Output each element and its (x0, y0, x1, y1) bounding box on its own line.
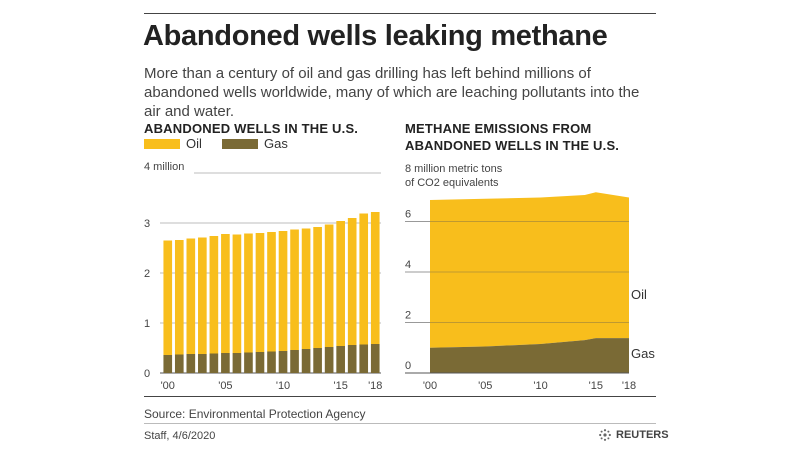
wells-oil-bar (347, 218, 357, 345)
wells-gas-bar (255, 352, 265, 373)
wells-xtick-label: '00 (161, 380, 175, 392)
reuters-wordmark: REUTERS (616, 429, 669, 441)
wells-oil-bar (186, 238, 196, 354)
wells-oil-bar (174, 240, 184, 355)
wells-oil-bar (301, 228, 311, 349)
wells-ytick-label: 2 (144, 268, 150, 280)
methane-oil-area (430, 192, 629, 348)
wells-oil-bar (163, 240, 173, 355)
methane-xtick-label: '15 (589, 380, 603, 392)
wells-oil-bar (336, 221, 345, 346)
wells-gas-bar (198, 354, 207, 373)
wells-gas-bar (301, 349, 311, 373)
methane-xtick-label: '18 (622, 380, 636, 392)
wells-gas-bar (244, 352, 253, 373)
wells-oil-bar (313, 227, 322, 348)
methane-chart-title: METHANE EMISSIONS FROM ABANDONED WELLS I… (405, 121, 620, 153)
wells-oil-bar (267, 232, 276, 352)
methane-ytick-label: 0 (405, 360, 411, 372)
subtitle: More than a century of oil and gas drill… (144, 65, 640, 120)
methane-ytick-label: 6 (405, 209, 411, 221)
wells-xtick-label: '18 (368, 380, 382, 392)
wells-chart-title: ABANDONED WELLS IN THE U.S. (144, 121, 359, 136)
wells-xtick-label: '10 (276, 380, 290, 392)
wells-oil-bar (244, 233, 253, 353)
methane-ytick-label: 2 (405, 310, 411, 322)
wells-oil-bar (290, 229, 299, 350)
methane-unit-label-line2: of CO2 equivalents (405, 177, 499, 189)
wells-gas-bar (267, 351, 276, 373)
footer-rule (144, 423, 656, 424)
wells-gas-bar (370, 344, 380, 373)
legend-gas-swatch (222, 138, 258, 149)
reuters-logo-icon (599, 429, 611, 441)
methane-gas-label: Gas (631, 346, 655, 361)
wells-gas-bar (209, 353, 219, 373)
wells-ytick-label: 3 (144, 218, 150, 230)
page-title: Abandoned wells leaking methane (143, 20, 608, 52)
wells-oil-bar (370, 212, 380, 344)
legend-oil: Oil (144, 136, 202, 151)
wells-oil-bar (359, 213, 369, 345)
wells-gas-bar (313, 348, 322, 373)
wells-oil-bar (255, 233, 265, 352)
wells-gas-bar (221, 353, 230, 373)
wells-gas-bar (347, 345, 357, 373)
wells-unit-label: 4 million (144, 161, 184, 173)
wells-gas-bar (278, 351, 288, 373)
wells-gas-bar (186, 354, 196, 373)
wells-oil-bar (278, 231, 288, 351)
top-rule (144, 13, 656, 14)
wells-oil-bar (324, 224, 334, 347)
legend-oil-label: Oil (186, 136, 202, 151)
methane-xtick-label: '00 (423, 380, 437, 392)
wells-gas-bar (163, 355, 173, 373)
wells-oil-bar (221, 234, 230, 353)
methane-oil-label: Oil (631, 287, 647, 302)
wells-oil-bar (209, 236, 219, 354)
reuters-brand: REUTERS (598, 428, 669, 442)
methane-xtick-label: '05 (478, 380, 492, 392)
source-note: Source: Environmental Protection Agency (144, 407, 366, 421)
wells-gas-bar (336, 346, 345, 373)
wells-gas-bar (359, 344, 369, 373)
wells-xtick-label: '15 (333, 380, 347, 392)
wells-xtick-label: '05 (218, 380, 232, 392)
wells-ytick-label: 0 (144, 368, 150, 380)
methane-ytick-label: 4 (405, 259, 411, 271)
wells-gas-bar (324, 347, 334, 373)
methane-xtick-label: '10 (533, 380, 547, 392)
wells-chart: 4 million 0 1 2 3 '00 '05 '10 '15 '18 (144, 161, 382, 392)
wells-ytick-label: 1 (144, 318, 150, 330)
wells-gas-bar (232, 353, 242, 373)
legend-gas: Gas (222, 136, 288, 151)
wells-oil-bar (232, 234, 242, 353)
credit-line: Staff, 4/6/2020 (144, 430, 216, 442)
wells-oil-bar (198, 237, 207, 354)
methane-chart: 8 million metric tons of CO2 equivalents… (405, 163, 655, 392)
source-rule (144, 396, 656, 397)
legend-gas-label: Gas (264, 136, 288, 151)
legend-oil-swatch (144, 138, 180, 149)
wells-gas-bar (290, 350, 299, 373)
methane-unit-label-line1: 8 million metric tons (405, 163, 503, 175)
methane-gas-area (430, 338, 629, 373)
wells-gas-bar (174, 354, 184, 373)
